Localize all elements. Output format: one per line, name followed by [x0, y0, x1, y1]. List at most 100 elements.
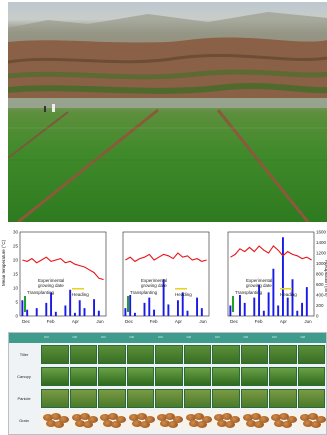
plot-frame — [227, 231, 315, 317]
trait-photo-cell — [240, 345, 268, 364]
grain-photo-cell — [155, 411, 183, 430]
precipitation-bar — [167, 304, 170, 316]
precipitation-bar — [143, 302, 146, 316]
grain-photo-cell — [269, 411, 297, 430]
precipitation-bar — [54, 311, 57, 316]
y-tick-label: 25 — [13, 244, 19, 249]
trait-photo-cell — [98, 389, 126, 408]
x-tick-label: Feb — [150, 319, 158, 324]
precipitation-bar — [238, 295, 241, 316]
y2-tick-label: 1400 — [316, 240, 327, 245]
experimental-period-label: Experimental — [141, 278, 167, 283]
heading-label: Heading — [175, 292, 192, 297]
experimental-period-label: Experimental — [246, 278, 272, 283]
transplanting-marker — [232, 296, 234, 312]
trait-photo-cell — [69, 367, 97, 386]
transplanting-label: Transplanting — [130, 290, 158, 295]
precipitation-bar — [277, 305, 280, 316]
trait-photo-cell — [183, 345, 211, 364]
temperature-line — [125, 252, 207, 263]
precipitation-bar — [196, 297, 199, 316]
precipitation-bar — [296, 310, 299, 316]
precipitation-bar — [64, 305, 67, 316]
precipitation-bar — [97, 310, 100, 316]
y2-tick-label: 200 — [316, 303, 324, 308]
trait-photo-cell — [155, 367, 183, 386]
x-tick-label: Dec — [230, 319, 239, 324]
y-tick-label: 5 — [15, 300, 18, 305]
y-tick-label: 15 — [13, 272, 19, 277]
precipitation-bar — [162, 279, 165, 316]
trait-photo-cell — [183, 367, 211, 386]
precipitation-bar — [286, 297, 289, 316]
precipitation-bar — [83, 308, 86, 316]
precipitation-bar — [181, 292, 184, 316]
y-tick-label: 30 — [13, 230, 19, 235]
grain-photo-cell — [126, 411, 155, 430]
precipitation-bar — [73, 312, 76, 316]
precipitation-bar — [148, 297, 151, 316]
row-label: Panicle — [17, 396, 31, 401]
y-tick-label: 10 — [13, 286, 19, 291]
column-header: Ctrl — [215, 335, 220, 339]
trait-photo-cell — [183, 389, 211, 408]
precipitation-bar — [78, 300, 81, 316]
temperature-line — [230, 245, 312, 261]
precipitation-bar — [281, 237, 284, 316]
trait-photo-cell — [240, 389, 268, 408]
x-tick-label: Jun — [96, 319, 104, 324]
climate-chart-svg: Mean temperature (°C) Precipitation (mm) D… — [1, 230, 327, 325]
trait-photo-cell — [212, 389, 240, 408]
precipitation-bar — [253, 297, 256, 316]
y2-tick-label: 400 — [316, 293, 324, 298]
transplanting-label: Transplanting — [235, 290, 263, 295]
heading-marker — [175, 288, 187, 290]
trait-photo-cell — [297, 389, 325, 408]
column-header: Ctrl — [72, 335, 78, 339]
precipitation-bar — [291, 279, 294, 316]
trait-photo-cell — [126, 389, 154, 408]
trait-photo-cell — [240, 367, 268, 386]
trait-photo-cell — [41, 389, 69, 408]
column-header: Ctrl — [243, 335, 249, 339]
row-label: Grain — [19, 418, 29, 423]
grain-photo-cell — [183, 411, 212, 430]
row-label: Canopy — [17, 374, 31, 379]
precipitation-bar — [200, 308, 203, 316]
column-header: Ctrl — [300, 335, 306, 339]
precipitation-bar — [301, 302, 304, 316]
precipitation-bar — [267, 292, 270, 316]
precipitation-bar — [93, 299, 96, 316]
plot-frame — [122, 231, 210, 317]
y-tick-label: 20 — [13, 258, 19, 263]
heading-label: Heading — [280, 292, 297, 297]
experimental-period-label: Experimental — [38, 278, 64, 283]
x-tick-label: Apr — [72, 319, 80, 324]
precipitation-bar — [153, 309, 156, 316]
transplanting-label: Transplanting — [27, 290, 55, 295]
transplanting-marker — [127, 296, 129, 312]
experimental-period-label: growing date — [141, 283, 167, 288]
y2-tick-label: 600 — [316, 282, 324, 287]
trait-photo-cell — [269, 389, 297, 408]
column-header: Ctrl — [101, 335, 106, 339]
precipitation-bar — [50, 292, 53, 316]
x-tick-label: Feb — [255, 319, 263, 324]
y2-axis-label: Precipitation (mm) — [324, 260, 327, 297]
y2-tick-label: 1200 — [316, 251, 327, 256]
trait-photo-cell — [155, 345, 183, 364]
column-header: Ctrl — [158, 335, 163, 339]
trait-photo-cell — [269, 345, 297, 364]
x-tick-label: Apr — [280, 319, 288, 324]
experimental-period-label: growing date — [246, 283, 272, 288]
grain-photo-cell — [41, 411, 69, 430]
trait-photo-cell — [297, 367, 325, 386]
temperature-line — [22, 256, 104, 281]
climate-charts: Mean temperature (°C) Precipitation (mm) D… — [0, 226, 327, 332]
precipitation-bar — [124, 308, 127, 316]
x-tick-label: Apr — [175, 319, 183, 324]
column-header: Ctrl — [272, 335, 277, 339]
grain-photo-cell — [98, 411, 126, 430]
x-tick-label: Jun — [304, 319, 312, 324]
precipitation-bar — [258, 284, 261, 316]
